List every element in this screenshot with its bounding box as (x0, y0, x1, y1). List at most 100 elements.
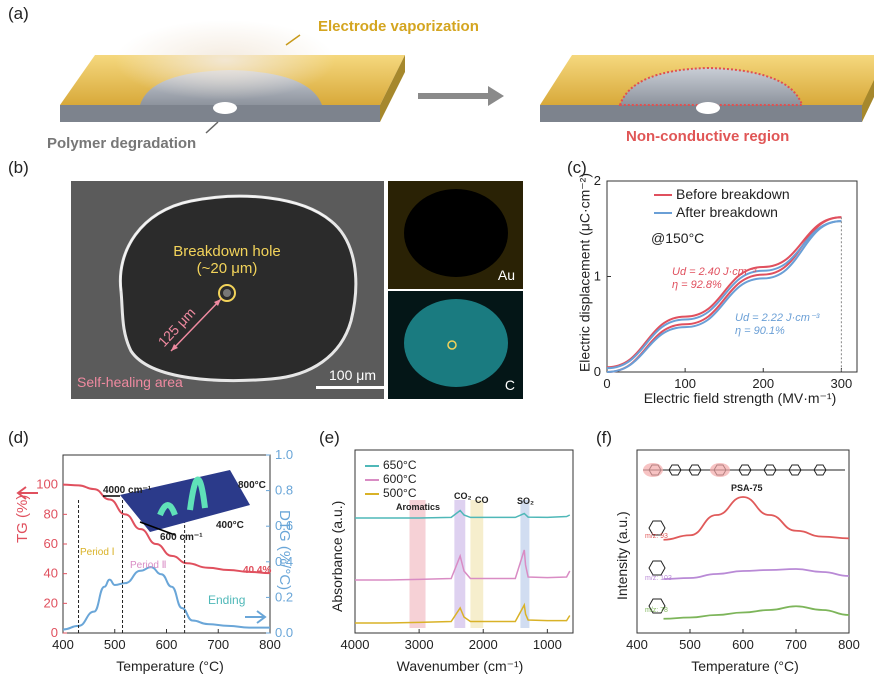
fragment-benzene (648, 560, 666, 576)
slab-before (60, 20, 405, 122)
dtg-axis-arrow (245, 610, 267, 624)
inset-peaks (157, 476, 208, 517)
x-tick-label: 3000 (405, 637, 434, 652)
inset-arrows (103, 495, 176, 536)
plot-frame (354, 449, 574, 634)
spectrum-line (355, 549, 571, 581)
x-tick-label: 200 (752, 376, 774, 391)
chart-c-legend-after: After breakdown (654, 204, 778, 220)
fragment-78: m/z: 78 (645, 607, 668, 614)
tg-line (62, 483, 271, 575)
self-healing-label: Self-healing area (77, 374, 183, 390)
eds-map-au: Au (388, 181, 523, 289)
chart-d-period1: Period Ⅰ (80, 547, 115, 558)
chart-d-period2: Period Ⅱ (130, 560, 167, 571)
breakdown-hole-label: Breakdown hole (~20 μm) (173, 243, 281, 277)
eds-map-c: C (388, 291, 523, 399)
band-co: CO (475, 495, 489, 505)
benzene-ring (813, 464, 827, 476)
plot-frame (636, 449, 850, 634)
map-c-label: C (504, 377, 515, 393)
chart-f-ylabel: Intensity (a.u.) (614, 511, 630, 600)
chart-c: 0 100 200 300 0 1 2 (594, 173, 858, 391)
non-conductive-label: Non-conductive region (626, 128, 790, 145)
chart-f-xlabel: Temperature (°C) (691, 658, 799, 674)
x-tick-label: 600 (732, 637, 754, 652)
ms-line (663, 605, 850, 620)
chart-c-temp: @150°C (651, 230, 705, 246)
chart-c-xlabel: Electric field strength (MV·m⁻¹) (643, 390, 837, 406)
inset-t2: 400°C (216, 520, 244, 531)
legend-650: 650°C (365, 458, 417, 472)
x-tick-label: 700 (207, 637, 229, 652)
benzene-ring (738, 464, 752, 476)
legend-600: 600°C (365, 472, 417, 486)
transition-arrow (418, 86, 504, 106)
series-line-charge (606, 216, 842, 369)
fragment-benzene (648, 520, 666, 536)
band-co2: CO₂ (454, 491, 472, 501)
scalebar-label: 100 μm (329, 367, 376, 383)
panel-label-e: (e) (319, 428, 340, 447)
y2-tick-label: 0.4 (275, 554, 293, 569)
chart-d-xlabel: Temperature (°C) (116, 658, 224, 674)
y2-tick-label: 0.0 (275, 625, 293, 640)
chart-e-xlabel: Wavenumber (cm⁻¹) (396, 658, 524, 674)
x-tick-label: 100 (674, 376, 696, 391)
series-line-discharge (606, 220, 842, 373)
absorption-band (409, 500, 426, 628)
inset-t1: 800°C (238, 480, 266, 491)
map-au-label: Au (497, 267, 515, 283)
highlight-ring (710, 463, 730, 477)
inset-wn2: 600 cm⁻¹ (160, 532, 203, 543)
spectrum-line (355, 602, 571, 624)
band-so2: SO₂ (517, 496, 535, 506)
chart-c-ylabel-wrap: Electric displacement (μC·cm⁻²) (575, 167, 593, 373)
panel-label-f: (f) (596, 428, 613, 447)
inset-surface (120, 470, 250, 532)
chart-e-legend: 650°C 600°C 500°C (365, 458, 417, 500)
benzene-ring (788, 464, 802, 476)
series-line-charge (606, 220, 842, 370)
x-tick-label: 700 (785, 637, 807, 652)
absorption-band (454, 500, 466, 628)
x-tick-label: 400 (626, 637, 648, 652)
benzene-ring (763, 464, 777, 476)
polymer-name: PSA-75 (731, 483, 763, 493)
ms-line (663, 568, 850, 580)
y-tick-label: 40 (44, 566, 58, 581)
chart-d-ending: Ending (208, 593, 246, 607)
benzene-ring (668, 464, 682, 476)
y-tick-label: 100 (36, 477, 58, 492)
y2-tick-label: 0.6 (275, 518, 293, 533)
x-tick-label: 400 (52, 637, 74, 652)
polymer-degradation-label: Polymer degradation (47, 135, 197, 152)
panel-a-schematic (60, 20, 874, 134)
x-tick-label: 2000 (469, 637, 498, 652)
spectrum-line (355, 509, 571, 519)
chart-c-ud1: Ud = 2.40 J·cm⁻³ (672, 266, 757, 278)
chart-d: 400 500 600 700 800 0 20 40 60 80 100 0.0 0.2 0.4 0.6 0… (16, 447, 293, 652)
tg-ftir-inset (103, 470, 250, 536)
dtg-line (62, 566, 270, 631)
chart-c-legend-before: Before breakdown (654, 186, 790, 202)
benzene-ring (688, 464, 702, 476)
electrode-vaporization-label: Electrode vaporization (318, 18, 479, 35)
panel-label-c: (c) (567, 158, 587, 177)
x-tick-label: 800 (838, 637, 860, 652)
panel-label-a: (a) (8, 4, 29, 23)
x-tick-label: 1000 (533, 637, 562, 652)
chart-c-eta1: η = 92.8% (672, 279, 722, 291)
y2-tick-label: 1.0 (275, 447, 293, 462)
y2-tick-label: 0.2 (275, 589, 293, 604)
sem-image: Breakdown hole (~20 μm) 125 μm Self-heali… (71, 181, 384, 399)
y-tick-label: 0 (594, 364, 601, 379)
y2-tick-label: 0.8 (275, 483, 293, 498)
x-tick-label: 800 (259, 637, 281, 652)
inset-wn1: 4000 cm⁻¹ (103, 485, 152, 496)
y-tick-label: 80 (44, 506, 58, 521)
fragment-103: m/z: 103 (645, 575, 672, 582)
fragment-benzene (648, 598, 666, 614)
x-tick-label: 0 (603, 376, 610, 391)
slab-after (540, 55, 874, 122)
